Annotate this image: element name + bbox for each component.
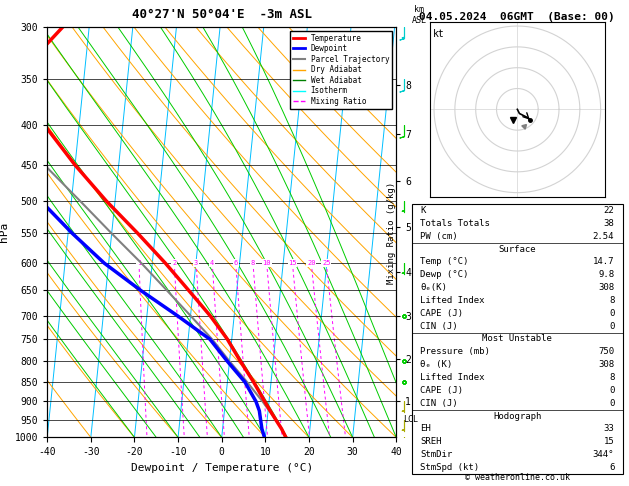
Text: 4: 4 <box>210 260 214 266</box>
Text: km
ASL: km ASL <box>411 5 426 25</box>
Text: K: K <box>420 206 426 215</box>
Text: 10: 10 <box>262 260 271 266</box>
Text: 9.8: 9.8 <box>598 270 615 279</box>
Text: SREH: SREH <box>420 437 442 446</box>
Text: 1: 1 <box>137 260 141 266</box>
Text: 8: 8 <box>609 373 615 382</box>
Text: 25: 25 <box>322 260 330 266</box>
Text: CIN (J): CIN (J) <box>420 322 458 330</box>
Text: LCL: LCL <box>403 416 418 424</box>
Text: Totals Totals: Totals Totals <box>420 219 490 228</box>
Text: 6: 6 <box>233 260 238 266</box>
Text: EH: EH <box>420 424 431 434</box>
Text: 15: 15 <box>604 437 615 446</box>
Text: kt: kt <box>433 29 445 39</box>
Text: Mixing Ratio (g/kg): Mixing Ratio (g/kg) <box>387 182 396 284</box>
Text: 2.54: 2.54 <box>593 232 615 241</box>
Text: 308: 308 <box>598 360 615 369</box>
Text: 3: 3 <box>194 260 198 266</box>
Y-axis label: hPa: hPa <box>0 222 9 242</box>
Text: 04.05.2024  06GMT  (Base: 00): 04.05.2024 06GMT (Base: 00) <box>419 12 615 22</box>
Text: © weatheronline.co.uk: © weatheronline.co.uk <box>465 473 569 482</box>
Text: Most Unstable: Most Unstable <box>482 334 552 344</box>
Text: 6: 6 <box>609 463 615 472</box>
Text: θₑ(K): θₑ(K) <box>420 283 447 292</box>
Text: Temp (°C): Temp (°C) <box>420 258 469 266</box>
Text: 0: 0 <box>609 399 615 408</box>
Text: StmDir: StmDir <box>420 450 453 459</box>
Title: 40°27'N 50°04'E  -3m ASL: 40°27'N 50°04'E -3m ASL <box>131 8 312 21</box>
Text: 8: 8 <box>251 260 255 266</box>
Text: 20: 20 <box>307 260 316 266</box>
Text: θₑ (K): θₑ (K) <box>420 360 453 369</box>
Text: CIN (J): CIN (J) <box>420 399 458 408</box>
Text: CAPE (J): CAPE (J) <box>420 386 464 395</box>
Text: 22: 22 <box>604 206 615 215</box>
Text: 33: 33 <box>604 424 615 434</box>
Text: 0: 0 <box>609 322 615 330</box>
Text: Pressure (mb): Pressure (mb) <box>420 347 490 356</box>
Text: 2: 2 <box>172 260 176 266</box>
X-axis label: Dewpoint / Temperature (°C): Dewpoint / Temperature (°C) <box>131 463 313 473</box>
Text: 308: 308 <box>598 283 615 292</box>
Text: Surface: Surface <box>499 244 536 254</box>
Text: 14.7: 14.7 <box>593 258 615 266</box>
Text: StmSpd (kt): StmSpd (kt) <box>420 463 479 472</box>
Text: PW (cm): PW (cm) <box>420 232 458 241</box>
Text: Lifted Index: Lifted Index <box>420 296 485 305</box>
Text: 0: 0 <box>609 309 615 318</box>
Text: 344°: 344° <box>593 450 615 459</box>
Legend: Temperature, Dewpoint, Parcel Trajectory, Dry Adiabat, Wet Adiabat, Isotherm, Mi: Temperature, Dewpoint, Parcel Trajectory… <box>290 31 392 109</box>
Text: 750: 750 <box>598 347 615 356</box>
Text: 15: 15 <box>288 260 297 266</box>
Text: 38: 38 <box>604 219 615 228</box>
Text: Hodograph: Hodograph <box>493 412 542 420</box>
Text: CAPE (J): CAPE (J) <box>420 309 464 318</box>
Text: Lifted Index: Lifted Index <box>420 373 485 382</box>
Text: Dewp (°C): Dewp (°C) <box>420 270 469 279</box>
Text: 0: 0 <box>609 386 615 395</box>
Text: 8: 8 <box>609 296 615 305</box>
